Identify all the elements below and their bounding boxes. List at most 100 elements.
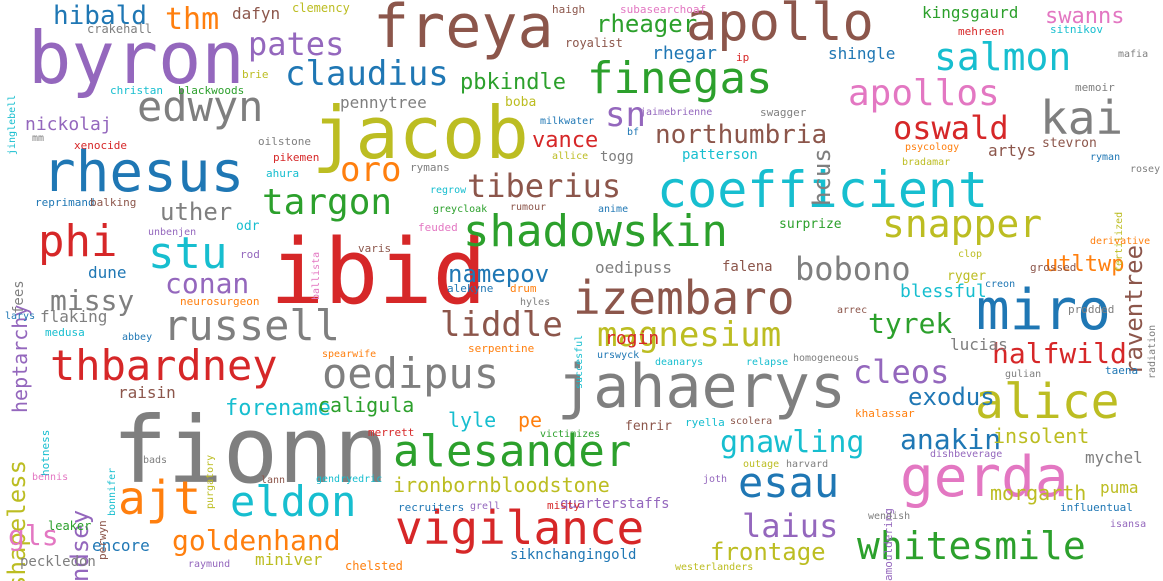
word: greycloak bbox=[433, 204, 488, 215]
word: hotness bbox=[39, 429, 52, 476]
word: bonnifer bbox=[107, 467, 118, 516]
word: pbkindle bbox=[460, 70, 566, 95]
word: esau bbox=[738, 458, 840, 507]
word: uther bbox=[160, 198, 233, 226]
word: ryger bbox=[947, 269, 987, 284]
word: homogeneous bbox=[793, 353, 860, 364]
word: thm bbox=[165, 2, 220, 37]
word: derivative bbox=[1090, 236, 1151, 247]
word: northumbria bbox=[655, 120, 828, 150]
word: russell bbox=[163, 301, 341, 350]
word: apollo bbox=[686, 0, 874, 53]
word: raisin bbox=[118, 383, 176, 402]
word: frontage bbox=[710, 538, 826, 566]
word: tiberius bbox=[467, 167, 622, 205]
word: sn bbox=[605, 95, 646, 135]
word: gendryedric bbox=[316, 474, 383, 485]
word: drum bbox=[510, 282, 537, 295]
word: patterson bbox=[682, 147, 758, 163]
word: leaker bbox=[48, 519, 92, 533]
word: prodded bbox=[1068, 303, 1115, 316]
word: ip bbox=[736, 51, 750, 64]
word: purgatory bbox=[205, 454, 216, 509]
word: laius bbox=[742, 507, 839, 545]
word: ryella bbox=[685, 416, 725, 429]
word: rosey bbox=[1130, 164, 1161, 175]
word: kai bbox=[1040, 91, 1124, 145]
word: alesander bbox=[393, 426, 632, 477]
word: ahura bbox=[266, 167, 300, 180]
word: hcus bbox=[808, 148, 836, 206]
word: oedipus bbox=[322, 349, 500, 398]
word: rheager bbox=[596, 10, 698, 38]
word: stu bbox=[148, 228, 228, 279]
word: vigilance bbox=[395, 501, 645, 555]
word: surprize bbox=[779, 217, 842, 232]
word: anakin bbox=[900, 423, 1002, 456]
word: pe bbox=[518, 408, 543, 432]
word: creon bbox=[985, 279, 1016, 290]
word: gls bbox=[8, 519, 59, 552]
word: rhegar bbox=[652, 43, 718, 64]
word: jahaerys bbox=[557, 352, 846, 422]
word: liddle bbox=[440, 305, 563, 345]
word: mafia bbox=[1118, 49, 1149, 60]
word: pates bbox=[248, 25, 345, 63]
word: crakehall bbox=[87, 22, 153, 36]
word: wendish bbox=[868, 511, 911, 522]
word: fionn bbox=[112, 397, 389, 504]
word: cleos bbox=[853, 353, 950, 391]
word: harvard bbox=[786, 459, 829, 470]
word: bradamar bbox=[902, 157, 951, 168]
word: insolent bbox=[993, 424, 1090, 448]
word: mychel bbox=[1085, 448, 1143, 467]
word: grossed bbox=[1030, 261, 1077, 274]
word: edwyn bbox=[137, 82, 264, 131]
word: mm bbox=[32, 133, 45, 144]
word: izembaro bbox=[573, 271, 795, 325]
word: shingle bbox=[828, 44, 896, 63]
word: alekyne bbox=[447, 282, 494, 295]
word: pennytree bbox=[340, 93, 427, 112]
word: tyrek bbox=[868, 307, 953, 340]
word: neurosurgeon bbox=[180, 295, 260, 308]
word: brie bbox=[242, 68, 269, 81]
word: grell bbox=[470, 501, 501, 512]
word: swagger bbox=[760, 106, 807, 119]
word: succesful bbox=[574, 334, 585, 389]
word: bads bbox=[143, 455, 168, 466]
word: siknchangingold bbox=[510, 547, 637, 563]
word: caligula bbox=[318, 393, 415, 417]
word: finegas bbox=[587, 53, 773, 104]
word: oro bbox=[340, 150, 402, 190]
word: khalassar bbox=[855, 407, 915, 420]
word: milkwater bbox=[540, 116, 595, 127]
word: ballista bbox=[311, 251, 322, 300]
word: rymans bbox=[410, 161, 450, 174]
word: influentual bbox=[1060, 501, 1133, 514]
word: arrec bbox=[837, 305, 868, 316]
word: lucias bbox=[950, 335, 1008, 354]
word: raventree bbox=[1120, 244, 1148, 375]
word: haigh bbox=[552, 3, 586, 16]
word: misty bbox=[547, 499, 581, 512]
word: radiation bbox=[1147, 324, 1158, 379]
word: coefficient bbox=[657, 161, 989, 219]
word: jacob bbox=[312, 91, 529, 175]
word: dune bbox=[88, 263, 127, 282]
word: bf bbox=[627, 127, 640, 138]
word: merrett bbox=[368, 426, 415, 439]
word: gerda bbox=[900, 445, 1069, 510]
word: exodus bbox=[908, 383, 995, 411]
word: salmon bbox=[934, 35, 1072, 79]
word: halfwild bbox=[992, 337, 1127, 370]
word: conan bbox=[165, 267, 250, 300]
word: lyle bbox=[448, 408, 497, 432]
word: dafyn bbox=[232, 4, 281, 23]
word: varis bbox=[358, 242, 392, 255]
word: oilstone bbox=[258, 135, 311, 148]
word: miro bbox=[976, 278, 1111, 343]
word: xenocide bbox=[74, 139, 127, 152]
word: miniver bbox=[255, 550, 323, 569]
word: pikemen bbox=[273, 151, 320, 164]
